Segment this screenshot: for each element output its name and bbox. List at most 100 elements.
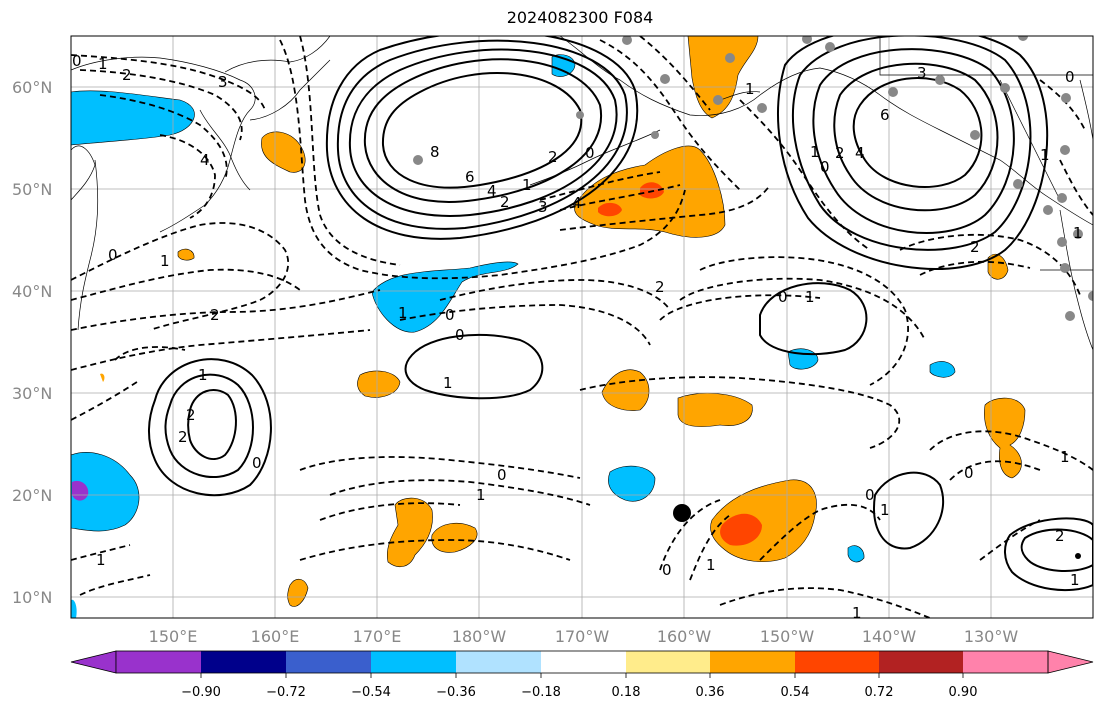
lon-label: 170°W [555, 627, 610, 646]
contour-label: 2 [970, 238, 980, 256]
colorbar-swatch [626, 651, 710, 673]
latitude-labels: 60°N 50°N 40°N 30°N 20°N 10°N [12, 78, 52, 607]
contour-label: 1 [1040, 146, 1050, 164]
contour-label: 0 [1065, 68, 1075, 86]
colorbar-swatch [963, 651, 1048, 673]
contour-label: 1 [160, 252, 170, 270]
contour-label: 0 [662, 561, 672, 579]
colorbar-swatch [201, 651, 286, 673]
colorbar-swatch [456, 651, 541, 673]
contour-label: 0 [455, 326, 465, 344]
contour-label: 2 [122, 66, 132, 84]
contour-label: 0 [497, 466, 507, 484]
longitude-labels: 150°E 160°E 170°E 180°W 170°W 160°W 150°… [149, 627, 1019, 646]
colorbar-swatch [795, 651, 879, 673]
lat-label: 20°N [12, 486, 52, 505]
contour-label: 1 [1073, 224, 1083, 242]
negative-anomaly-shading [71, 54, 956, 618]
positive-anomaly-shading [100, 36, 1026, 607]
lat-label: 50°N [12, 180, 52, 199]
colorbar-swatch [116, 651, 201, 673]
contour-label: 4 [855, 144, 865, 162]
lon-label: 150°W [760, 627, 815, 646]
colorbar-label: −0.54 [351, 685, 391, 700]
contour-label: 1 [880, 501, 890, 519]
lat-label: 60°N [12, 78, 52, 97]
colorbar-swatch [371, 651, 456, 673]
contour-label: 2 [835, 144, 845, 162]
colorbar-swatch [710, 651, 795, 673]
contour-label: 2 [178, 428, 188, 446]
contour-label: 1 [1060, 448, 1070, 466]
colorbar-extend-max [1047, 650, 1094, 674]
lat-label: 30°N [12, 384, 52, 403]
contour-label: 0 [445, 306, 455, 324]
colorbar-swatch [541, 651, 626, 673]
colorbar-swatch [879, 651, 963, 673]
colorbar-label: −0.90 [181, 685, 221, 700]
contour-label: 4 [200, 151, 210, 169]
contour-label: 1 [745, 80, 755, 98]
map-title: 2024082300 F084 [506, 8, 654, 27]
colorbar-label: 0.36 [696, 685, 725, 700]
lat-label: 40°N [12, 282, 52, 301]
lon-label: 130°W [964, 627, 1019, 646]
location-marker [673, 504, 691, 522]
colorbar-swatch [286, 651, 371, 673]
contour-label: 8 [430, 143, 440, 161]
lat-label: 10°N [12, 588, 52, 607]
contour-label: 0 [964, 464, 974, 482]
map-frame [70, 35, 1094, 619]
contour-label: 1 [198, 366, 208, 384]
contour-label: 4 [487, 182, 497, 200]
contour-label: 1 [852, 604, 862, 622]
colorbar-label: 0.90 [949, 685, 978, 700]
contour-label: 1 [476, 486, 486, 504]
contour-label: 0 [865, 486, 875, 504]
contour-label: 2 [500, 193, 510, 211]
contour-label: 0 [820, 158, 830, 176]
contour-label: 0 [72, 52, 82, 70]
contour-label: 0 [585, 144, 595, 162]
colorbar-label: −0.36 [436, 685, 476, 700]
contour-label: 1 [805, 288, 815, 306]
negative-contours [71, 36, 1093, 618]
contour-label: 0 [252, 454, 262, 472]
contour-label: 1 [522, 176, 532, 194]
contour-label: 2 [210, 306, 220, 324]
colorbar-label: 0.72 [865, 685, 894, 700]
colorbar-label: 0.18 [612, 685, 641, 700]
colorbar-extend-min [70, 650, 117, 674]
contour-label: 2 [186, 406, 196, 424]
contour-label: 6 [880, 106, 890, 124]
colorbar-label: 0.54 [781, 685, 810, 700]
contour-label: 3 [218, 73, 228, 91]
contour-label: 6 [465, 168, 475, 186]
lon-label: 150°E [149, 627, 198, 646]
contour-label: 3 [538, 198, 548, 216]
lon-label: 170°E [353, 627, 402, 646]
contour-labels: 0 1 2 3 4 0 1 2 8 6 4 2 0 1 2 3 4 3 6 4 … [72, 52, 1083, 622]
contour-label: 1 [96, 551, 106, 569]
small-marker [1075, 553, 1081, 559]
contour-label: 4 [572, 194, 582, 212]
contour-label: 1 [398, 304, 408, 322]
contour-label: 2 [655, 278, 665, 296]
colorbar-label: −0.72 [266, 685, 306, 700]
contour-label: 1 [810, 143, 820, 161]
station-markers [413, 36, 1093, 321]
contour-label: 1 [443, 374, 453, 392]
contour-label: 0 [778, 288, 788, 306]
lon-label: 140°W [862, 627, 917, 646]
lon-label: 160°W [657, 627, 712, 646]
contour-label: 2 [548, 148, 558, 166]
colorbar-label: −0.18 [521, 685, 561, 700]
contour-label: 0 [108, 246, 118, 264]
contour-label: 3 [917, 64, 927, 82]
contour-label: 1 [706, 556, 716, 574]
lon-label: 160°E [251, 627, 300, 646]
contour-label: 2 [1055, 527, 1065, 545]
lon-label: 180°W [452, 627, 507, 646]
colorbar: −0.90 −0.72 −0.54 −0.36 −0.18 0.18 0.36 … [70, 650, 1094, 700]
